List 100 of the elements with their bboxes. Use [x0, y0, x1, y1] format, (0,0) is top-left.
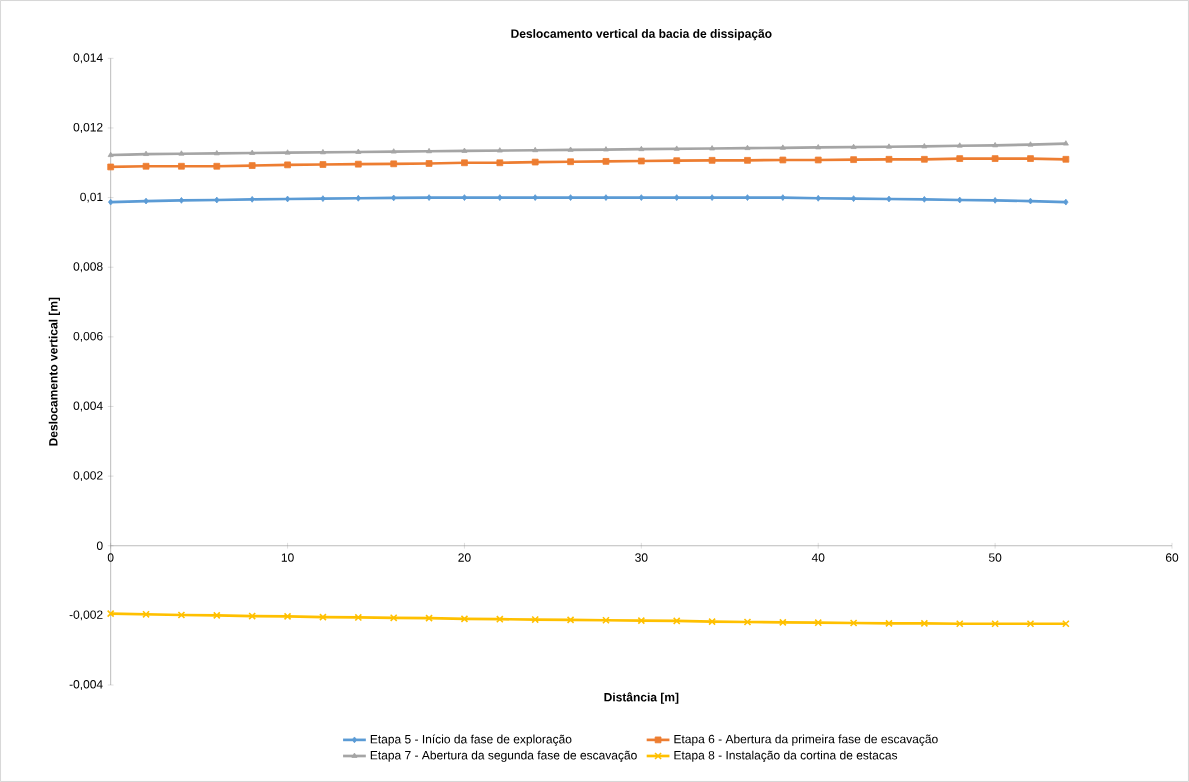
point — [320, 195, 326, 202]
point — [389, 613, 398, 622]
point — [390, 148, 397, 154]
point — [214, 196, 220, 204]
point — [1062, 140, 1069, 146]
y-tick-label: -0,004 — [69, 680, 103, 690]
point — [638, 194, 644, 201]
point — [744, 157, 751, 164]
point — [779, 144, 786, 150]
x-tick-label: 30 — [635, 553, 648, 562]
point — [143, 150, 149, 156]
point — [497, 194, 503, 201]
point — [567, 194, 574, 201]
point — [213, 150, 220, 156]
point — [602, 158, 610, 165]
legend-label: Etapa 6 - Abertura da primeira fase de escavação — [674, 734, 938, 746]
chart-title: Deslocamento vertical da bacia de dissipação — [511, 29, 772, 41]
point — [780, 194, 786, 201]
point — [319, 161, 327, 168]
point — [283, 612, 292, 621]
point — [461, 194, 468, 201]
point — [248, 612, 256, 620]
point — [249, 195, 255, 203]
y-tick-label: -0,002 — [69, 610, 103, 621]
point — [921, 155, 928, 163]
point — [709, 194, 715, 201]
point — [567, 158, 574, 166]
point — [107, 151, 114, 157]
point — [814, 156, 822, 164]
point — [815, 144, 822, 150]
point — [178, 150, 185, 156]
x-tick-label: 20 — [458, 553, 471, 562]
legend-label: Etapa 7 - Abertura da segunda fase de escavação — [370, 750, 637, 762]
point — [461, 147, 468, 153]
y-tick-label: 0 — [96, 541, 103, 550]
y-tick-label: 0,006 — [73, 331, 103, 342]
x-tick-label: 40 — [811, 553, 825, 562]
point — [319, 149, 326, 155]
point — [391, 194, 397, 202]
point — [108, 198, 114, 206]
x-tick-label: 10 — [281, 553, 294, 562]
y-tick-label: 0,012 — [73, 122, 103, 133]
point — [744, 194, 751, 201]
x-tick-label: 50 — [988, 553, 1002, 562]
point — [213, 162, 221, 170]
point — [461, 159, 468, 167]
x-tick-label: 0 — [107, 553, 114, 562]
point — [708, 157, 716, 164]
point — [955, 619, 964, 628]
y-tick-label: 0,002 — [73, 471, 103, 482]
point — [603, 194, 609, 201]
point — [426, 194, 432, 201]
y-tick-label: 0,014 — [73, 53, 103, 64]
point — [1027, 141, 1034, 147]
point — [390, 160, 398, 168]
legend-label: Etapa 5 - Início da fase de exploração — [370, 734, 572, 746]
point — [779, 156, 787, 164]
point — [638, 145, 645, 152]
point — [637, 616, 646, 625]
point — [284, 161, 291, 169]
point — [992, 142, 999, 148]
point — [991, 155, 999, 162]
point — [425, 160, 433, 167]
point — [142, 162, 150, 170]
point — [249, 149, 256, 155]
point — [496, 615, 504, 624]
point — [744, 144, 751, 151]
point — [673, 145, 680, 151]
point — [638, 157, 645, 165]
point — [674, 194, 680, 201]
point — [531, 158, 539, 166]
point — [886, 143, 892, 149]
x-axis-title: Distância [m] — [604, 692, 679, 704]
point — [956, 155, 964, 162]
point — [178, 197, 185, 204]
point — [567, 146, 574, 152]
point — [814, 618, 823, 627]
point — [886, 195, 892, 203]
point — [355, 148, 362, 154]
point — [673, 157, 681, 165]
point — [603, 146, 609, 152]
point — [992, 197, 998, 204]
point — [248, 162, 256, 169]
point — [956, 142, 963, 148]
legend-label: Etapa 8 - Instalação da cortina de estacas — [674, 750, 898, 762]
point — [920, 619, 929, 628]
point — [426, 147, 433, 154]
point — [957, 196, 963, 204]
point — [815, 194, 821, 202]
point — [921, 195, 927, 203]
y-tick-label: 0,01 — [80, 192, 103, 203]
y-axis-title: Deslocamento vertical [m] — [48, 297, 60, 446]
point — [143, 197, 149, 205]
point — [107, 163, 114, 171]
point — [709, 145, 716, 151]
point — [1027, 155, 1034, 162]
y-tick-label: 0,008 — [73, 262, 103, 273]
point — [850, 143, 857, 149]
point — [106, 609, 115, 618]
point — [921, 143, 928, 149]
